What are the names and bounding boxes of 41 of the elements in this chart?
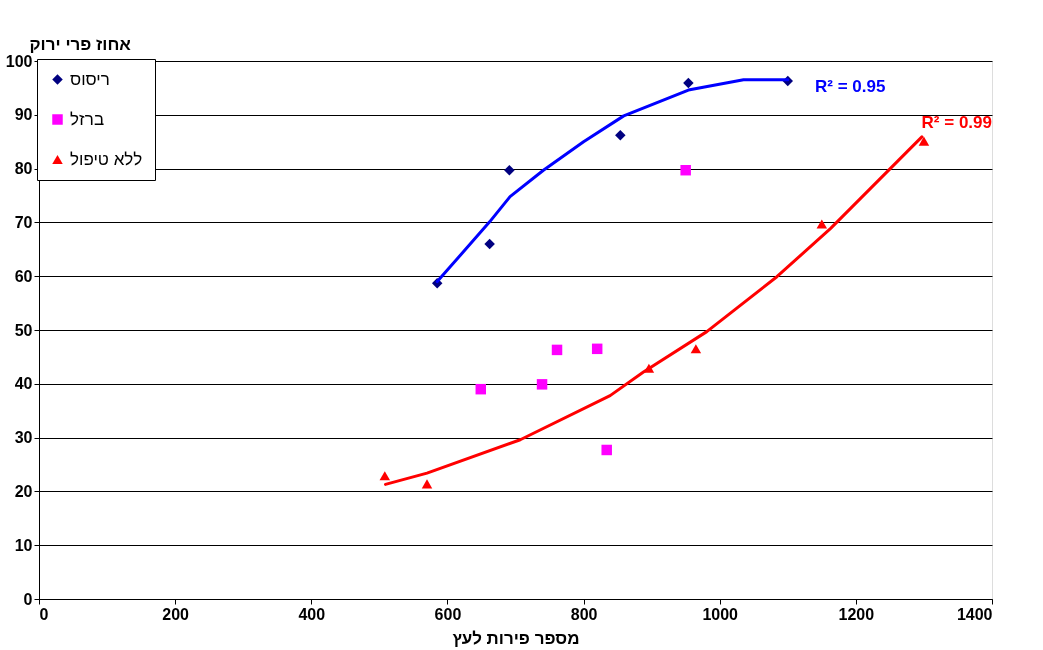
point (379, 471, 391, 481)
y-tick-label: 80 (14, 160, 33, 178)
y-tick-label: 50 (14, 321, 33, 339)
x-tick-label: 0 (39, 605, 49, 623)
x-tick-label: 600 (434, 605, 462, 623)
y-tick-label: 40 (14, 375, 33, 393)
point (918, 136, 930, 146)
point (484, 238, 495, 250)
point (680, 164, 691, 176)
annotation: R² = 0.99 (921, 113, 992, 132)
y-axis-title: אחוז פרי ירוק (29, 34, 132, 54)
y-tick-label: 30 (14, 429, 33, 447)
y-tick-label: 60 (14, 267, 33, 285)
x-tick-label: 1200 (838, 605, 875, 623)
x-tick-label: 1000 (702, 605, 739, 623)
point (591, 343, 603, 355)
y-tick-label: 90 (14, 106, 33, 124)
x-tick-label: 200 (162, 605, 190, 623)
y-tick-label: 20 (14, 482, 33, 500)
point (536, 379, 548, 390)
point (683, 77, 694, 89)
point (816, 219, 828, 229)
point (551, 344, 563, 356)
point (504, 164, 515, 176)
point (475, 383, 487, 395)
point (615, 130, 626, 141)
legend-label: ריסוס (70, 69, 110, 89)
point (601, 444, 612, 456)
y-tick-label: 0 (23, 590, 33, 608)
y-tick-label: 10 (14, 536, 33, 554)
y-tick-label: 100 (5, 52, 33, 70)
x-tick-label: 800 (570, 605, 598, 623)
x-axis-title: מספר פירות לעץ (452, 628, 580, 648)
annotation: R² = 0.95 (815, 77, 886, 96)
y-tick-label: 70 (14, 213, 33, 231)
point (421, 479, 433, 489)
point (690, 344, 702, 354)
x-tick-label: 1400 (956, 605, 993, 623)
legend-label: ללא טיפול (70, 149, 143, 169)
x-tick-label: 400 (298, 605, 326, 623)
legend-label: ברזל (70, 109, 105, 129)
